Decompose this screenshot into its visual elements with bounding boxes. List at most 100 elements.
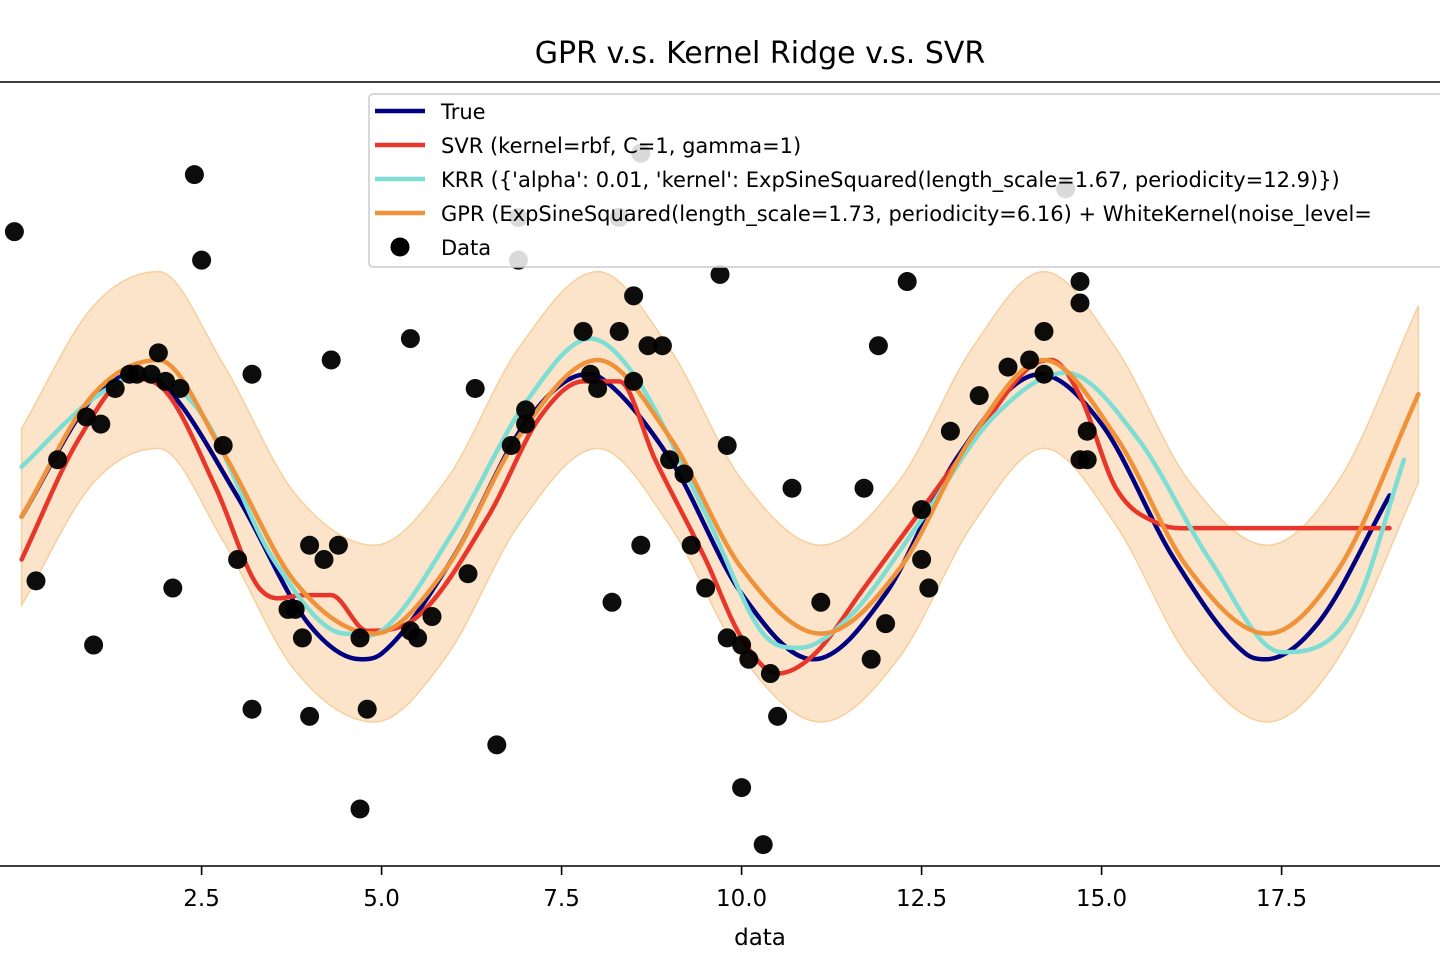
data-point (105, 378, 125, 398)
x-tick-label: 5.0 (363, 886, 400, 912)
data-point (681, 535, 701, 555)
data-point (732, 778, 752, 798)
data-point (213, 435, 233, 455)
data-point (328, 535, 348, 555)
data-point (998, 357, 1018, 377)
data-point (897, 272, 917, 292)
data-point (487, 735, 507, 755)
data-point (321, 350, 341, 370)
data-point (674, 464, 694, 484)
data-point (357, 699, 377, 719)
plot-area (4, 143, 1421, 855)
data-point (573, 321, 593, 341)
data-point (1034, 321, 1054, 341)
data-point (1070, 293, 1090, 313)
legend-label-gpr: GPR (ExpSineSquared(length_scale=1.73, p… (441, 202, 1372, 227)
legend-label-krr: KRR ({'alpha': 0.01, 'kernel': ExpSineSq… (441, 168, 1340, 193)
legend-label-svr: SVR (kernel=rbf, C=1, gamma=1) (441, 134, 801, 158)
data-point (501, 435, 521, 455)
data-point (710, 264, 730, 284)
data-point (148, 343, 168, 363)
legend: True SVR (kernel=rbf, C=1, gamma=1) KRR ({… (368, 93, 1440, 268)
data-point (782, 478, 802, 498)
data-point (26, 571, 46, 591)
data-point (868, 336, 888, 356)
data-point (739, 649, 759, 669)
data-point (350, 628, 370, 648)
data-point (753, 835, 773, 855)
data-point (912, 550, 932, 570)
data-point (1077, 421, 1097, 441)
data-point (422, 607, 442, 627)
data-point (580, 364, 600, 384)
data-point (84, 635, 104, 655)
x-tick-label: 10.0 (716, 886, 767, 912)
data-point (465, 378, 485, 398)
data-point (314, 550, 334, 570)
data-point (768, 706, 788, 726)
data-point (170, 378, 190, 398)
data-point (300, 535, 320, 555)
data-point (696, 578, 716, 598)
data-point (854, 478, 874, 498)
x-axis-ticks: 2.5 5.0 7.5 10.0 12.5 15.0 17.5 (183, 866, 1307, 912)
data-point (242, 699, 262, 719)
data-point (602, 592, 622, 612)
legend-label-data: Data (441, 236, 491, 260)
data-point (652, 336, 672, 356)
data-point (717, 435, 737, 455)
data-point (192, 250, 212, 270)
confidence-band-layer (20, 270, 1420, 723)
x-axis-label: data (734, 925, 786, 951)
data-point (760, 664, 780, 684)
data-point (631, 535, 651, 555)
data-point (969, 386, 989, 406)
data-point (91, 414, 111, 434)
data-point (408, 628, 428, 648)
data-point (292, 628, 312, 648)
x-tick-label: 17.5 (1256, 886, 1307, 912)
data-point (285, 599, 305, 619)
data-point (1077, 450, 1097, 470)
data-point (876, 614, 896, 634)
data-point (588, 378, 608, 398)
legend-frame (368, 93, 1440, 268)
data-point (940, 421, 960, 441)
data-point (516, 400, 536, 420)
data-point (732, 635, 752, 655)
x-tick-label: 12.5 (896, 886, 947, 912)
data-point (300, 706, 320, 726)
data-point (861, 649, 881, 669)
data-point (127, 364, 147, 384)
data-point (4, 222, 24, 242)
data-point (163, 578, 183, 598)
data-point (458, 564, 478, 584)
data-point (912, 500, 932, 520)
data-point (1020, 350, 1040, 370)
data-point (1070, 272, 1090, 292)
data-point (228, 550, 248, 570)
data-point (660, 450, 680, 470)
data-point (919, 578, 939, 598)
gpr-confidence-band (20, 270, 1420, 723)
series-line-true (19, 371, 1392, 662)
data-point (350, 799, 370, 819)
x-tick-label: 15.0 (1076, 886, 1127, 912)
legend-label-true: True (440, 100, 486, 124)
data-point (242, 364, 262, 384)
data-points-layer (4, 143, 1097, 855)
data-point (811, 592, 831, 612)
legend-swatch-data (390, 237, 410, 257)
chart-title: GPR v.s. Kernel Ridge v.s. SVR (535, 36, 986, 71)
data-point (624, 371, 644, 391)
x-tick-label: 7.5 (543, 886, 580, 912)
data-point (156, 371, 176, 391)
series-line-krr (19, 336, 1407, 655)
data-point (141, 364, 161, 384)
data-point (76, 407, 96, 427)
x-tick-label: 2.5 (183, 886, 220, 912)
data-point (1034, 364, 1054, 384)
data-point (717, 628, 737, 648)
data-point (609, 321, 629, 341)
